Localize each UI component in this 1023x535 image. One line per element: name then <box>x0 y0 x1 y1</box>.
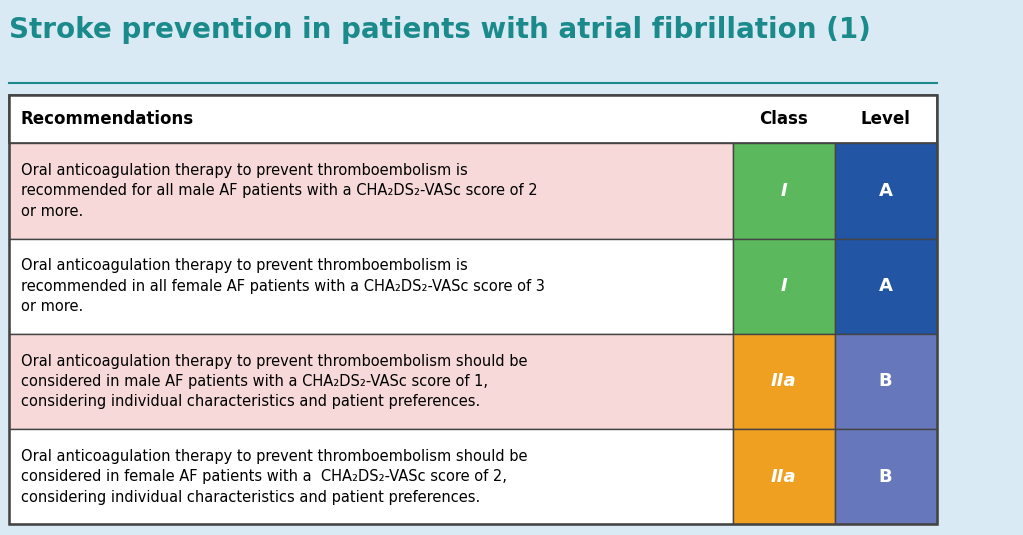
Text: Oral anticoagulation therapy to prevent thromboembolism should be
considered in : Oral anticoagulation therapy to prevent … <box>20 449 527 505</box>
Text: B: B <box>879 468 892 486</box>
Bar <box>732 143 835 239</box>
Bar <box>9 334 732 429</box>
Bar <box>9 239 732 334</box>
Text: Recommendations: Recommendations <box>20 110 194 128</box>
Text: A: A <box>879 182 892 200</box>
Text: I: I <box>781 182 787 200</box>
Text: Class: Class <box>759 110 808 128</box>
Bar <box>835 143 937 239</box>
Bar <box>9 429 732 524</box>
Text: Stroke prevention in patients with atrial fibrillation (1): Stroke prevention in patients with atria… <box>9 16 872 44</box>
Bar <box>732 429 835 524</box>
Text: Oral anticoagulation therapy to prevent thromboembolism is
recommended for all m: Oral anticoagulation therapy to prevent … <box>20 163 537 219</box>
Bar <box>732 239 835 334</box>
Text: I: I <box>781 277 787 295</box>
Bar <box>835 429 937 524</box>
Text: Oral anticoagulation therapy to prevent thromboembolism is
recommended in all fe: Oral anticoagulation therapy to prevent … <box>20 258 544 314</box>
Bar <box>835 334 937 429</box>
Bar <box>9 95 937 524</box>
Text: A: A <box>879 277 892 295</box>
Bar <box>9 143 732 239</box>
Text: IIa: IIa <box>770 372 796 391</box>
Text: Oral anticoagulation therapy to prevent thromboembolism should be
considered in : Oral anticoagulation therapy to prevent … <box>20 354 527 409</box>
Bar <box>9 95 937 143</box>
Text: B: B <box>879 372 892 391</box>
Text: Level: Level <box>860 110 910 128</box>
Bar <box>835 239 937 334</box>
Bar <box>732 334 835 429</box>
Text: IIa: IIa <box>770 468 796 486</box>
